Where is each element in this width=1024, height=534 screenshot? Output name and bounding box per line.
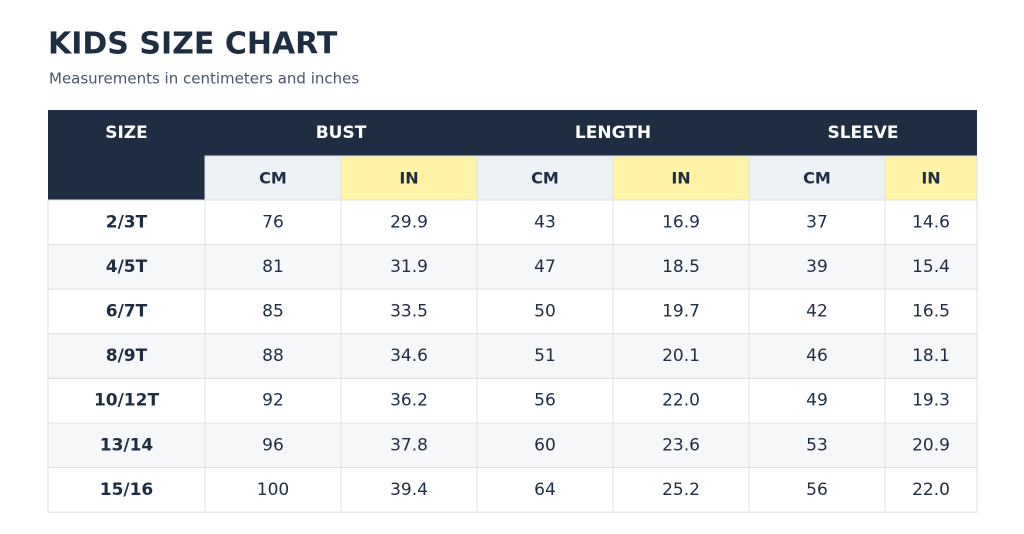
row-band (48, 467, 977, 513)
unit-header: CM (803, 169, 831, 188)
measurement: 56 (806, 480, 828, 500)
size-label: 8/9T (106, 346, 148, 366)
measurement: 49 (806, 391, 828, 411)
header-band (48, 110, 977, 156)
unit-cell (340, 155, 478, 201)
measurement: 39.4 (390, 480, 428, 500)
measurement: 36.2 (390, 391, 428, 411)
measurement: 16.5 (912, 302, 950, 322)
size-label: 13/14 (100, 435, 154, 455)
measurement: 33.5 (390, 302, 428, 322)
measurement: 85 (262, 302, 284, 322)
measurement: 22.0 (662, 391, 700, 411)
row-band (48, 200, 977, 245)
unit-header: IN (399, 169, 418, 188)
group-header: BUST (316, 123, 367, 143)
measurement: 56 (534, 391, 556, 411)
measurement: 60 (534, 435, 556, 455)
measurement: 51 (534, 346, 556, 366)
measurement: 16.9 (662, 212, 700, 232)
measurement: 18.1 (912, 346, 950, 366)
measurement: 15.4 (912, 257, 950, 277)
measurement: 19.3 (912, 391, 950, 411)
unit-header: CM (531, 169, 559, 188)
measurement: 88 (262, 346, 284, 366)
measurement: 96 (262, 435, 284, 455)
size-label: 2/3T (106, 212, 148, 232)
group-header: SLEEVE (827, 123, 898, 143)
row-band (48, 289, 977, 334)
unit-header: IN (921, 169, 940, 188)
size-label: 10/12T (94, 391, 160, 411)
measurement: 64 (534, 480, 556, 500)
unit-header: IN (671, 169, 690, 188)
cell (884, 467, 978, 513)
measurement: 29.9 (390, 212, 428, 232)
measurement: 20.1 (662, 346, 700, 366)
unit-cell (476, 155, 614, 201)
row-band (48, 423, 977, 468)
measurement: 81 (262, 257, 284, 277)
unit-cell (204, 155, 342, 201)
measurement: 20.9 (912, 435, 950, 455)
measurement: 37 (806, 212, 828, 232)
measurement: 31.9 (390, 257, 428, 277)
title: KIDS SIZE CHART (48, 27, 338, 62)
measurement: 23.6 (662, 435, 700, 455)
measurement: 34.6 (390, 346, 428, 366)
measurement: 14.6 (912, 212, 950, 232)
measurement: 39 (806, 257, 828, 277)
group-header: SIZE (105, 123, 148, 143)
group-header: LENGTH (575, 123, 651, 143)
unit-header: CM (259, 169, 287, 188)
measurement: 25.2 (662, 480, 700, 500)
row-band (48, 333, 977, 379)
measurement: 47 (534, 257, 556, 277)
row-band (48, 378, 977, 423)
row-band (48, 244, 977, 290)
subtitle: Measurements in centimeters and inches (49, 70, 359, 88)
measurement: 43 (534, 212, 556, 232)
measurement: 53 (806, 435, 828, 455)
measurement: 37.8 (390, 435, 428, 455)
measurement: 18.5 (662, 257, 700, 277)
measurement: 50 (534, 302, 556, 322)
size-label: 6/7T (106, 302, 148, 322)
size-header-cell (48, 156, 205, 200)
measurement: 19.7 (662, 302, 700, 322)
measurement: 46 (806, 346, 828, 366)
size-label: 15/16 (100, 480, 154, 500)
measurement: 92 (262, 391, 284, 411)
size-label: 4/5T (106, 257, 148, 277)
measurement: 76 (262, 212, 284, 232)
measurement: 22.0 (912, 480, 950, 500)
measurement: 42 (806, 302, 828, 322)
measurement: 100 (257, 480, 289, 500)
